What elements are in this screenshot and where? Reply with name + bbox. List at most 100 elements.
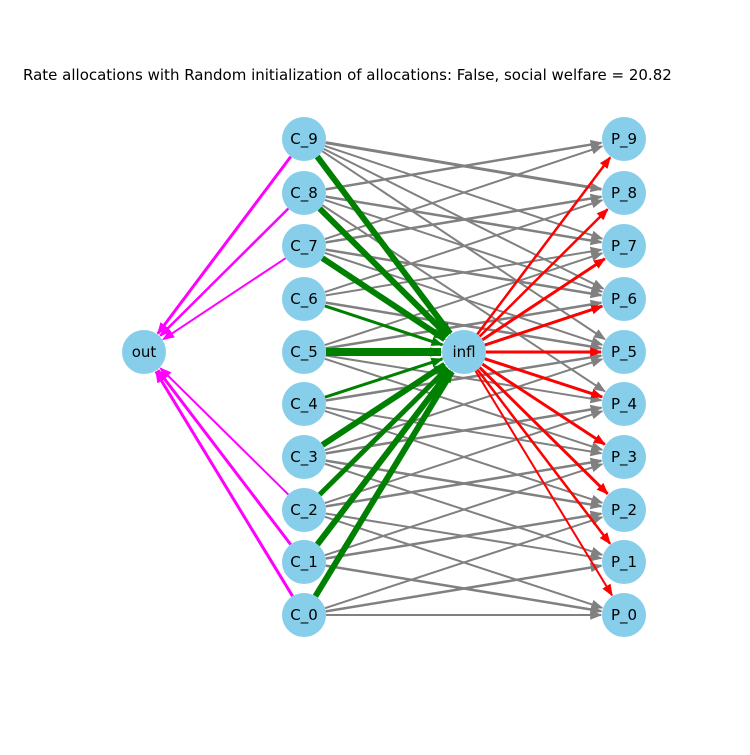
node-circle (602, 593, 646, 637)
node-c2: C_2 (282, 488, 326, 532)
node-p0: P_0 (602, 593, 646, 637)
node-label: P_2 (611, 501, 637, 520)
node-circle (602, 117, 646, 161)
edge-c0-to-out (154, 370, 294, 597)
node-circle (282, 117, 326, 161)
edge-infl-to-p7 (481, 257, 606, 342)
edge-c0-to-p1 (325, 562, 603, 613)
node-circle (602, 488, 646, 532)
edge-infl-to-p4 (484, 357, 604, 399)
node-circle (602, 171, 646, 215)
node-out: out (122, 330, 166, 374)
node-circle (602, 277, 646, 321)
edge-c5-to-p6 (325, 299, 603, 350)
node-label: C_0 (290, 606, 318, 625)
nodes-layer: out infl C_0 C_1 C_2 C_3 C_4 C_5 C_6 C_7 C_8 C_9 P_0… (122, 117, 646, 637)
node-c4: C_4 (282, 382, 326, 426)
edge-c2-to-p4 (324, 410, 604, 505)
node-circle (442, 330, 486, 374)
edge-c5-to-p7 (324, 252, 604, 347)
node-c9: C_9 (282, 117, 326, 161)
edge-c0-to-infl (312, 370, 455, 598)
node-label: C_8 (290, 184, 318, 203)
edge-c8-to-p9 (325, 139, 603, 191)
node-p8: P_8 (602, 171, 646, 215)
edge-c0-to-p2 (324, 515, 604, 610)
edge-c6-to-p8 (324, 199, 604, 294)
edge-c7-to-out (162, 257, 287, 341)
node-circle (602, 330, 646, 374)
edge-c1-to-out (156, 369, 292, 546)
diagram-title: Rate allocations with Random initializat… (23, 66, 672, 84)
node-label: P_4 (611, 395, 637, 414)
edge-c1-to-p2 (325, 510, 603, 560)
node-c1: C_1 (282, 540, 326, 584)
edge-c2-to-out (159, 367, 290, 496)
node-circle (282, 382, 326, 426)
node-label: C_7 (290, 237, 318, 256)
node-c5: C_5 (282, 330, 326, 374)
node-label: C_9 (290, 130, 318, 149)
node-c0: C_0 (282, 593, 326, 637)
node-c8: C_8 (282, 171, 326, 215)
node-circle (602, 435, 646, 479)
node-p9: P_9 (602, 117, 646, 161)
node-p6: P_6 (602, 277, 646, 321)
edge-c4-to-infl (324, 357, 444, 399)
node-circle (602, 540, 646, 584)
node-label: P_9 (611, 130, 637, 149)
node-circle (282, 224, 326, 268)
edge-infl-to-p0 (474, 370, 613, 597)
node-label: C_6 (290, 290, 318, 309)
node-label: P_6 (611, 290, 637, 309)
node-circle (282, 277, 326, 321)
edge-c3-to-infl (320, 362, 447, 448)
node-circle (282, 540, 326, 584)
node-circle (282, 435, 326, 479)
edge-c8-to-infl (317, 206, 450, 338)
node-label: P_1 (611, 553, 637, 572)
node-circle (282, 488, 326, 532)
node-p1: P_1 (602, 540, 646, 584)
node-label: C_3 (290, 448, 318, 467)
edge-c4-to-p5 (325, 352, 603, 402)
node-infl: infl (442, 330, 486, 374)
edge-infl-to-p2 (478, 366, 609, 495)
node-p7: P_7 (602, 224, 646, 268)
edge-c1-to-p3 (324, 462, 604, 557)
edge-infl-to-p1 (476, 368, 612, 545)
edge-c7-to-infl (320, 255, 447, 342)
node-c7: C_7 (282, 224, 326, 268)
node-label: C_5 (290, 343, 318, 362)
edge-c9-to-out (156, 155, 292, 335)
edge-infl-to-p9 (476, 156, 612, 336)
node-circle (602, 382, 646, 426)
node-c3: C_3 (282, 435, 326, 479)
node-c6: C_6 (282, 277, 326, 321)
edge-c8-to-out (159, 207, 290, 337)
node-p3: P_3 (602, 435, 646, 479)
node-circle (282, 593, 326, 637)
node-p4: P_4 (602, 382, 646, 426)
node-circle (602, 224, 646, 268)
edge-c9-to-infl (314, 154, 453, 336)
edge-infl-to-p3 (481, 362, 606, 446)
edge-c7-to-p8 (325, 193, 603, 244)
node-circle (122, 330, 166, 374)
node-label: P_3 (611, 448, 637, 467)
node-circle (282, 330, 326, 374)
node-label: C_1 (290, 553, 318, 572)
node-label: C_4 (290, 395, 318, 414)
edge-c6-to-infl (324, 304, 444, 347)
edge-infl-to-p8 (478, 208, 609, 338)
edges-layer (154, 139, 613, 620)
node-p5: P_5 (602, 330, 646, 374)
edge-infl-to-p6 (484, 304, 604, 347)
edge-c1-to-infl (314, 368, 453, 547)
node-label: infl (452, 343, 475, 361)
edge-c3-to-p5 (324, 357, 604, 452)
node-label: out (132, 343, 157, 361)
node-label: P_5 (611, 343, 637, 362)
